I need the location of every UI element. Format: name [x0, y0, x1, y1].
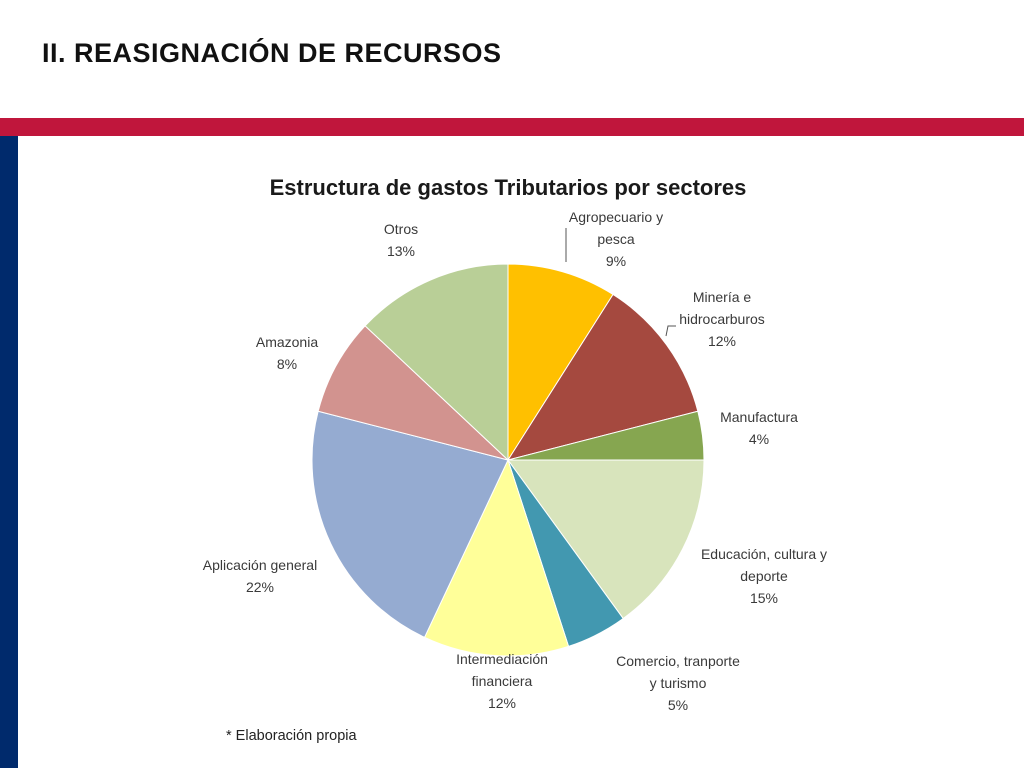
slice-label-line: deporte: [740, 568, 788, 584]
slice-label-line: hidrocarburos: [679, 311, 765, 327]
slice-label: Otros 13%: [384, 221, 418, 259]
slice-label-line: Minería e: [693, 289, 752, 305]
slice-value-label: 13%: [387, 243, 415, 259]
left-accent-bar: [0, 136, 18, 768]
pie-slice: [423, 458, 570, 657]
chart-title: Estructura de gastos Tributarios por sec…: [270, 175, 747, 200]
pie-slice: [507, 459, 705, 620]
slice-label: Comercio, tranporte y turismo 5%: [616, 653, 740, 713]
pie-slice: [507, 263, 614, 462]
slice-label-line: Intermediación: [456, 651, 548, 667]
slice-label-line: y turismo: [650, 675, 707, 691]
slice-value-label: 12%: [708, 333, 736, 349]
slice-label: Aplicación general 22%: [203, 557, 317, 595]
pie-slice: [506, 293, 699, 461]
slice-label-line: Otros: [384, 221, 418, 237]
slice-value-label: 12%: [488, 695, 516, 711]
pie-slice: [364, 263, 509, 462]
slice-label-line: Comercio, tranporte: [616, 653, 740, 669]
slice-label: Manufactura 4%: [720, 409, 798, 447]
slice-label-line: Amazonia: [256, 334, 318, 350]
slice-label-line: financiera: [472, 673, 533, 689]
slice-label-line: pesca: [597, 231, 635, 247]
pie-slices: [311, 263, 705, 657]
leader-line: [665, 325, 676, 337]
slice-labels: Agropecuario y pesca 9% Minería e hidrocarbu…: [203, 209, 827, 713]
slice-label: Minería e hidrocarburos 12%: [679, 289, 765, 349]
slice-label-line: Agropecuario y: [569, 209, 663, 225]
slice-value-label: 4%: [749, 431, 769, 447]
slice-label-line: Manufactura: [720, 409, 798, 425]
slice-label: Agropecuario y pesca 9%: [569, 209, 663, 269]
slice-value-label: 9%: [606, 253, 626, 269]
footnote: * Elaboración propia: [226, 728, 357, 744]
header-accent-band: [0, 118, 1024, 136]
slice-label-line: Aplicación general: [203, 557, 317, 573]
slice-label: Intermediación financiera 12%: [456, 651, 548, 711]
pie-slice: [317, 325, 509, 461]
slice-value-label: 8%: [277, 356, 297, 372]
pie-slice: [311, 410, 509, 639]
slice-label: Amazonia 8%: [256, 334, 318, 372]
leader-lines: [565, 228, 676, 337]
slice-label: Educación, cultura y deporte 15%: [701, 546, 827, 606]
slice-value-label: 22%: [246, 579, 274, 595]
slice-label-line: Educación, cultura y: [701, 546, 827, 562]
slice-value-label: 5%: [668, 697, 688, 713]
slice-value-label: 15%: [750, 590, 778, 606]
slide-title: II. REASIGNACIÓN DE RECURSOS: [42, 38, 502, 68]
